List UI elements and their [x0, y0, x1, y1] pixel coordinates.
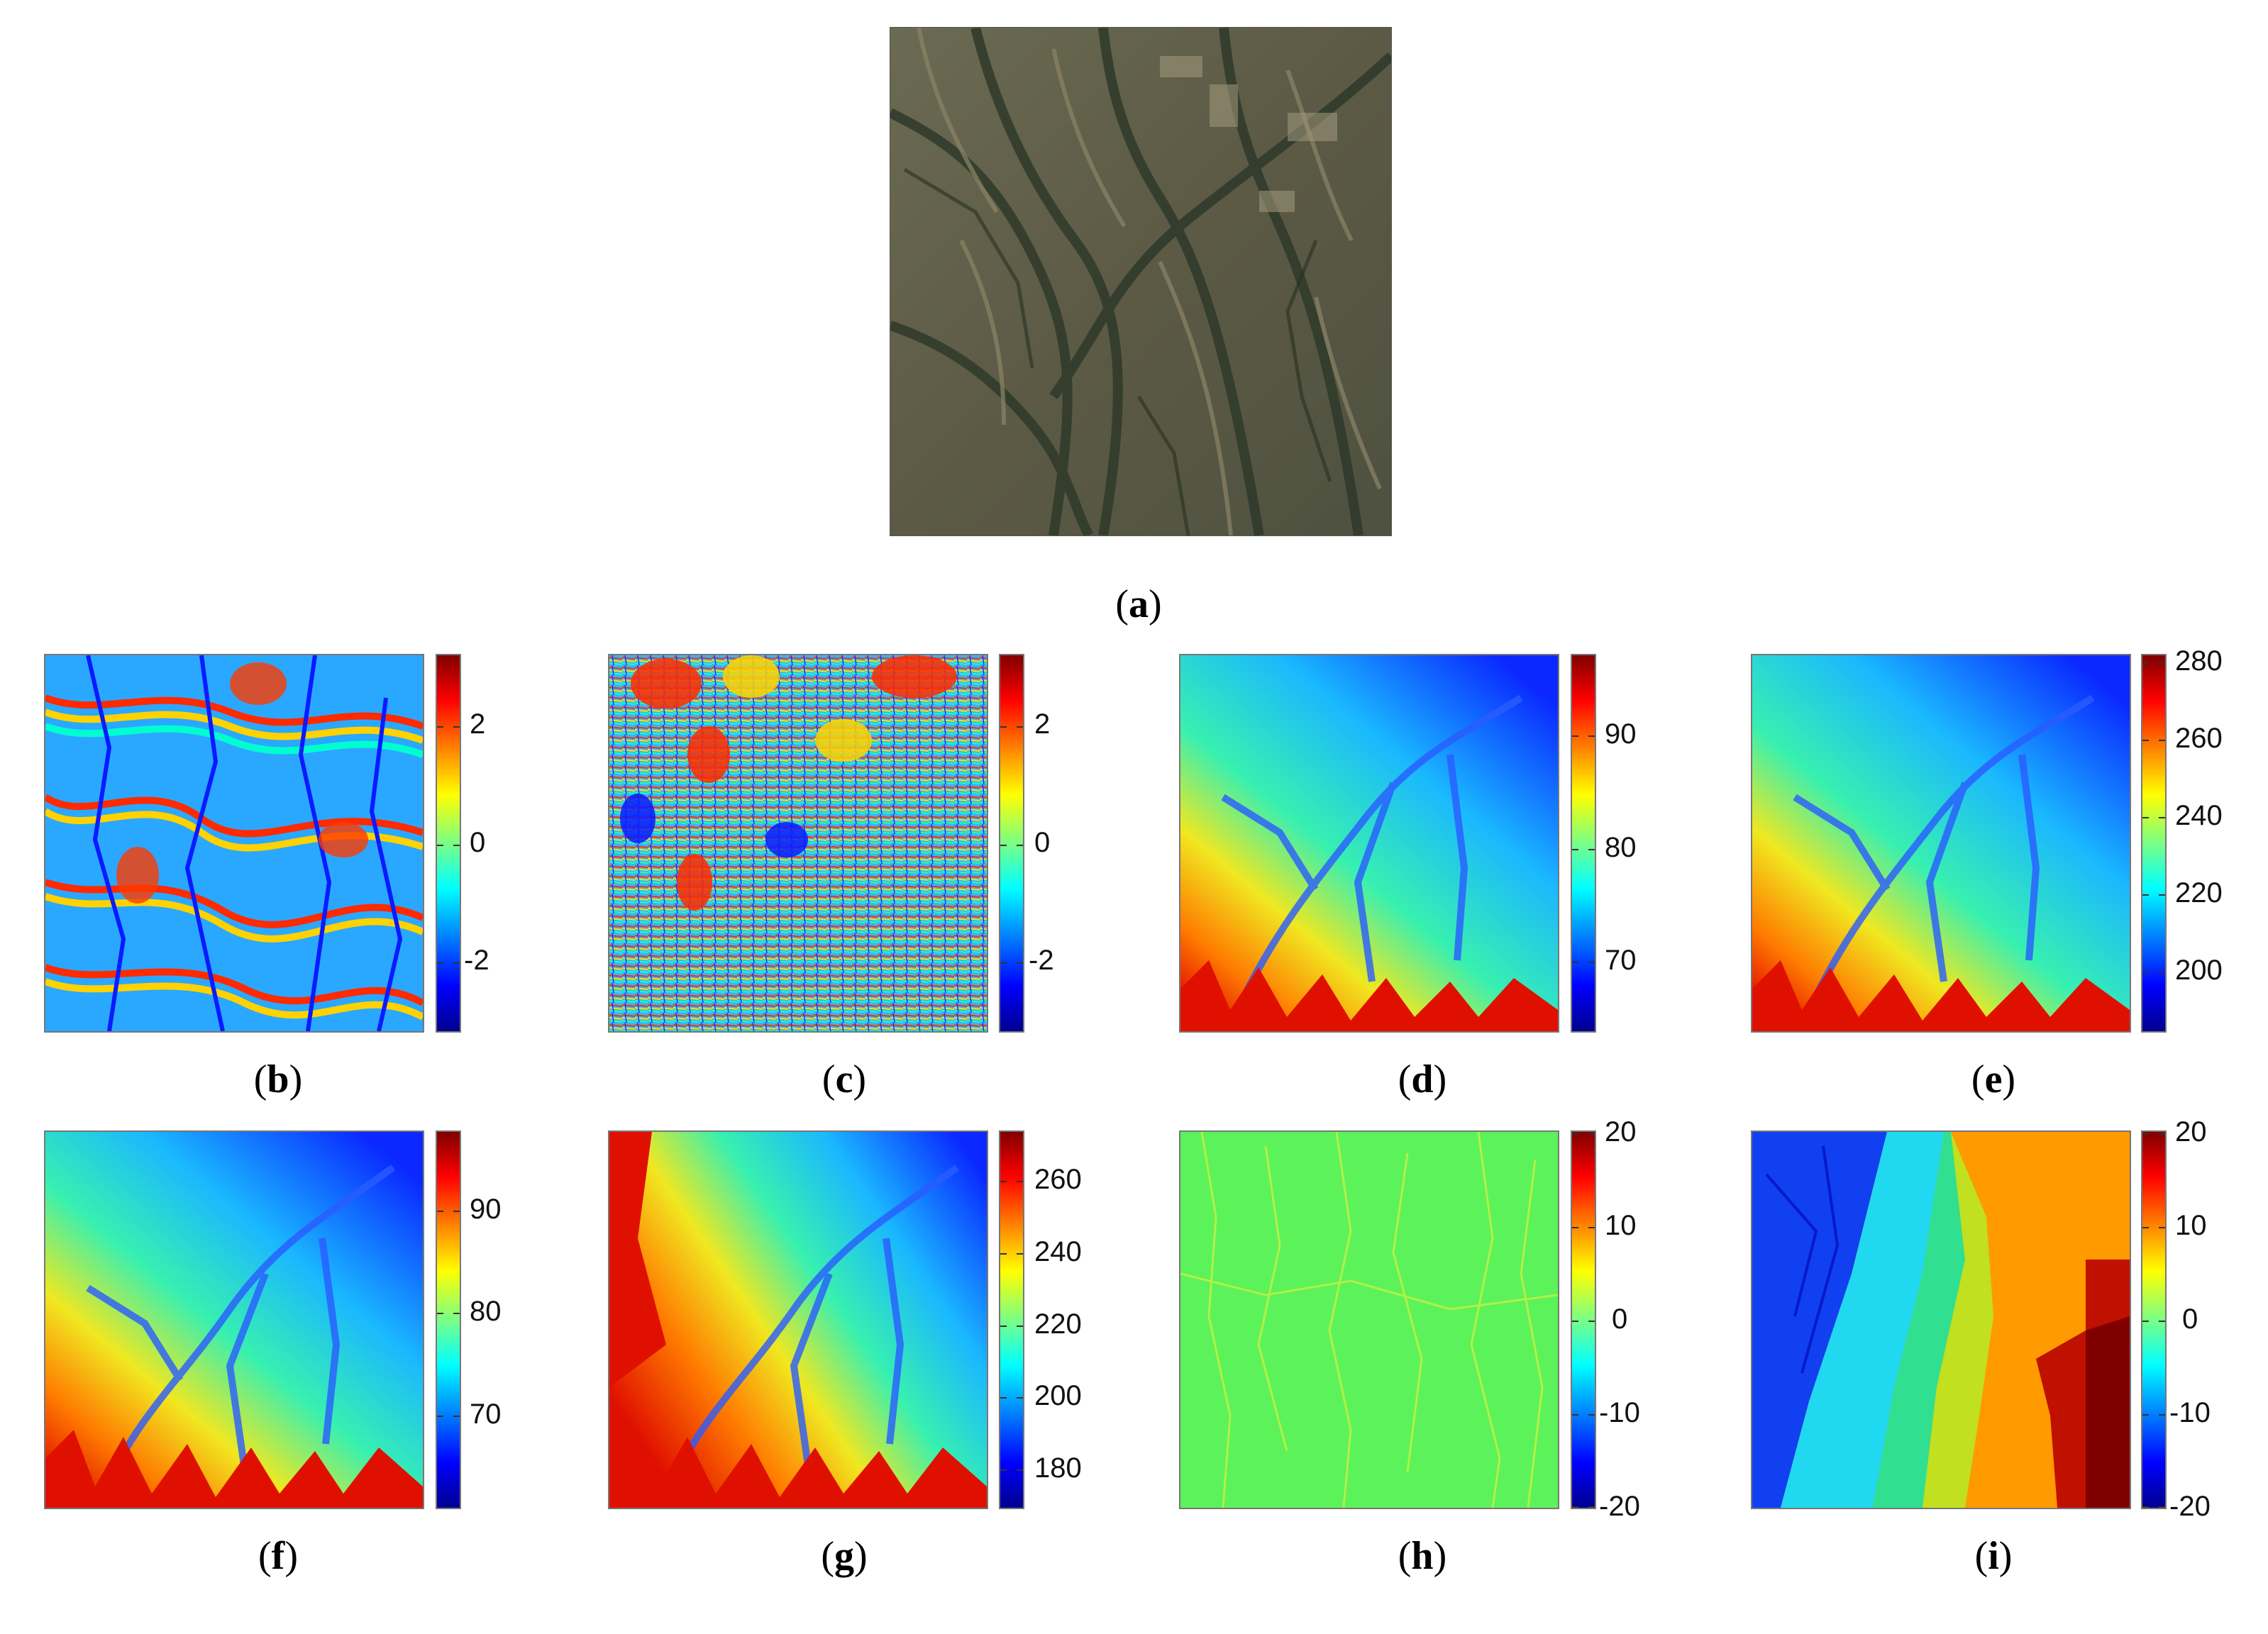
colorbar-h-tick: 10 — [1605, 1210, 1637, 1241]
colorbar-b-tick: -2 — [464, 945, 489, 976]
colorbar-i-tick: 10 — [2175, 1210, 2207, 1241]
unwrapped-phase-map-f — [44, 1130, 424, 1509]
colorbar-e-tick: 280 — [2175, 645, 2223, 677]
error-map-i — [1751, 1130, 2131, 1509]
colorbar-g-tick: 260 — [1034, 1164, 1082, 1195]
colorbar-g-tick: 200 — [1034, 1380, 1082, 1411]
colorbar-e-tick: 200 — [2175, 955, 2223, 986]
colorbar-d-tick: 70 — [1605, 945, 1637, 976]
colorbar-e-tick: 240 — [2175, 800, 2223, 831]
colorbar-h-tick: 20 — [1605, 1116, 1637, 1147]
elevation-map-g — [608, 1130, 988, 1509]
colorbar-h-tick: 0 — [1612, 1304, 1628, 1335]
colorbar-i-tick: -20 — [2169, 1491, 2211, 1522]
caption-e: (e) — [1971, 1057, 2016, 1101]
colorbar-b-tick: 0 — [470, 827, 486, 858]
elevation-map-e — [1751, 654, 2131, 1033]
colorbar-h — [1571, 1130, 1596, 1509]
colorbar-i-tick: 20 — [2175, 1116, 2207, 1147]
caption-h: (h) — [1398, 1534, 1447, 1578]
colorbar-g — [999, 1130, 1024, 1509]
noisy-wrapped-phase-map-c — [608, 654, 988, 1033]
colorbar-g-tick: 240 — [1034, 1236, 1082, 1267]
colorbar-c-tick: 2 — [1034, 708, 1051, 740]
colorbar-c-tick: 0 — [1034, 827, 1051, 858]
colorbar-b-tick: 2 — [470, 708, 486, 740]
colorbar-d — [1571, 654, 1596, 1033]
caption-d: (d) — [1398, 1057, 1447, 1101]
colorbar-c — [999, 654, 1024, 1033]
colorbar-f-tick: 90 — [470, 1194, 502, 1225]
colorbar-i-tick: 0 — [2182, 1304, 2198, 1335]
colorbar-i — [2141, 1130, 2167, 1509]
wrapped-phase-map-b — [44, 654, 424, 1033]
unwrapped-phase-map-d — [1179, 654, 1559, 1033]
colorbar-f — [436, 1130, 461, 1509]
colorbar-b — [436, 654, 461, 1033]
colorbar-h-tick: -20 — [1599, 1491, 1640, 1522]
caption-g: (g) — [821, 1534, 868, 1578]
error-map-h — [1179, 1130, 1559, 1509]
caption-b: (b) — [253, 1057, 303, 1101]
caption-i: (i) — [1974, 1534, 2013, 1578]
colorbar-g-tick: 180 — [1034, 1452, 1082, 1484]
colorbar-e-tick: 220 — [2175, 877, 2223, 908]
caption-f: (f) — [258, 1534, 298, 1578]
colorbar-c-tick: -2 — [1029, 945, 1054, 976]
colorbar-d-tick: 90 — [1605, 718, 1637, 750]
caption-c: (c) — [822, 1057, 867, 1101]
colorbar-g-tick: 220 — [1034, 1308, 1082, 1340]
colorbar-e-tick: 260 — [2175, 723, 2223, 754]
colorbar-f-tick: 80 — [470, 1296, 502, 1327]
caption-a: (a) — [1115, 582, 1162, 626]
colorbar-i-tick: -10 — [2169, 1397, 2211, 1428]
satellite-image-a — [890, 27, 1392, 536]
colorbar-f-tick: 70 — [470, 1399, 502, 1430]
colorbar-h-tick: -10 — [1599, 1397, 1640, 1428]
colorbar-e — [2141, 654, 2167, 1033]
colorbar-d-tick: 80 — [1605, 832, 1637, 863]
